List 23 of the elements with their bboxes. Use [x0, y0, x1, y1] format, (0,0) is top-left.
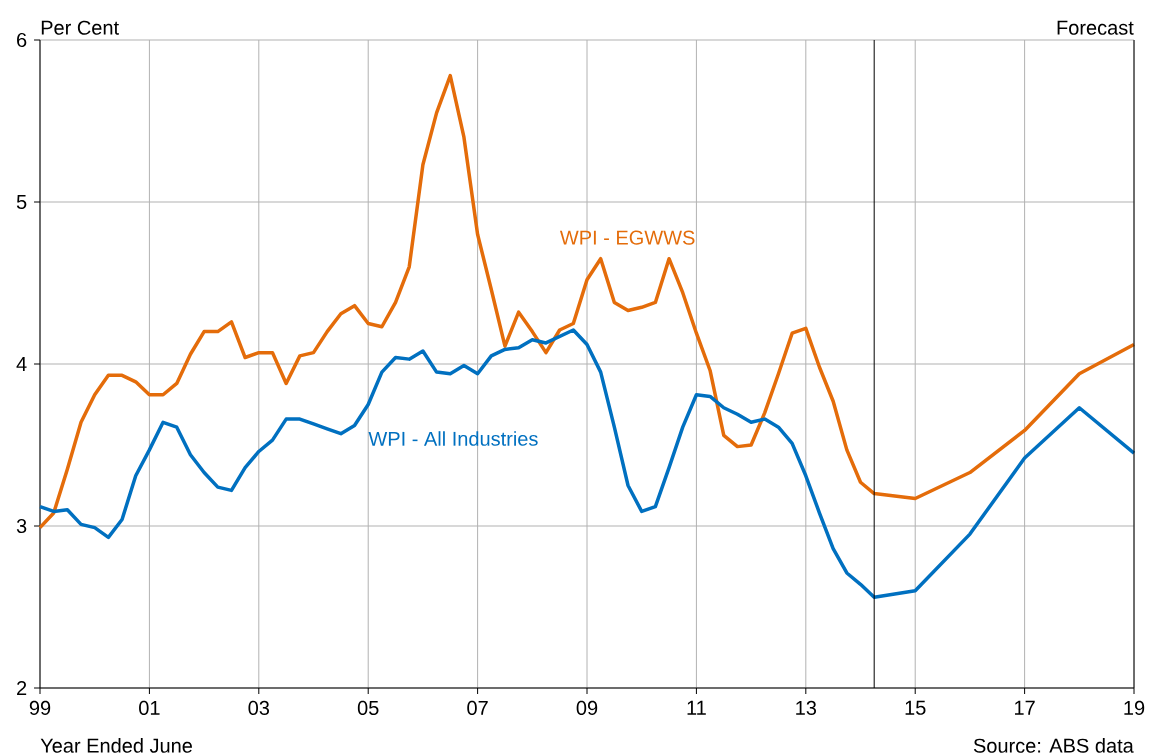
series-label: WPI - All Industries	[368, 431, 538, 446]
y-tick-label: 6	[17, 32, 27, 48]
x-tick-label: 15	[905, 700, 926, 715]
x-tick-label: 05	[357, 700, 379, 716]
x-tick-label: 19	[1124, 700, 1145, 716]
text: Forecast	[1057, 20, 1134, 35]
x-tick-label: 07	[467, 700, 488, 716]
x-axis-title: Year Ended June	[40, 738, 192, 753]
x-tick-label: 11	[687, 700, 706, 715]
x-tick-label: 09	[576, 700, 598, 716]
x-tick-label: 03	[248, 700, 270, 716]
series-label: WPI - EGWWS	[559, 230, 695, 245]
y-tick-label: 4	[16, 357, 27, 371]
x-tick-label: 17	[1015, 700, 1035, 715]
x-tick-label: 01	[139, 700, 160, 716]
x-tick-label: 99	[29, 700, 51, 716]
y-tick-label: 3	[16, 518, 27, 534]
source-note: Source: ABS data	[973, 738, 1134, 753]
y-tick-label: 2	[17, 681, 27, 695]
y-tick-label: 5	[16, 195, 27, 209]
y-axis-title: Per Cent	[41, 20, 119, 35]
x-tick-label: 13	[796, 700, 817, 716]
line-series	[38, 73, 1136, 530]
